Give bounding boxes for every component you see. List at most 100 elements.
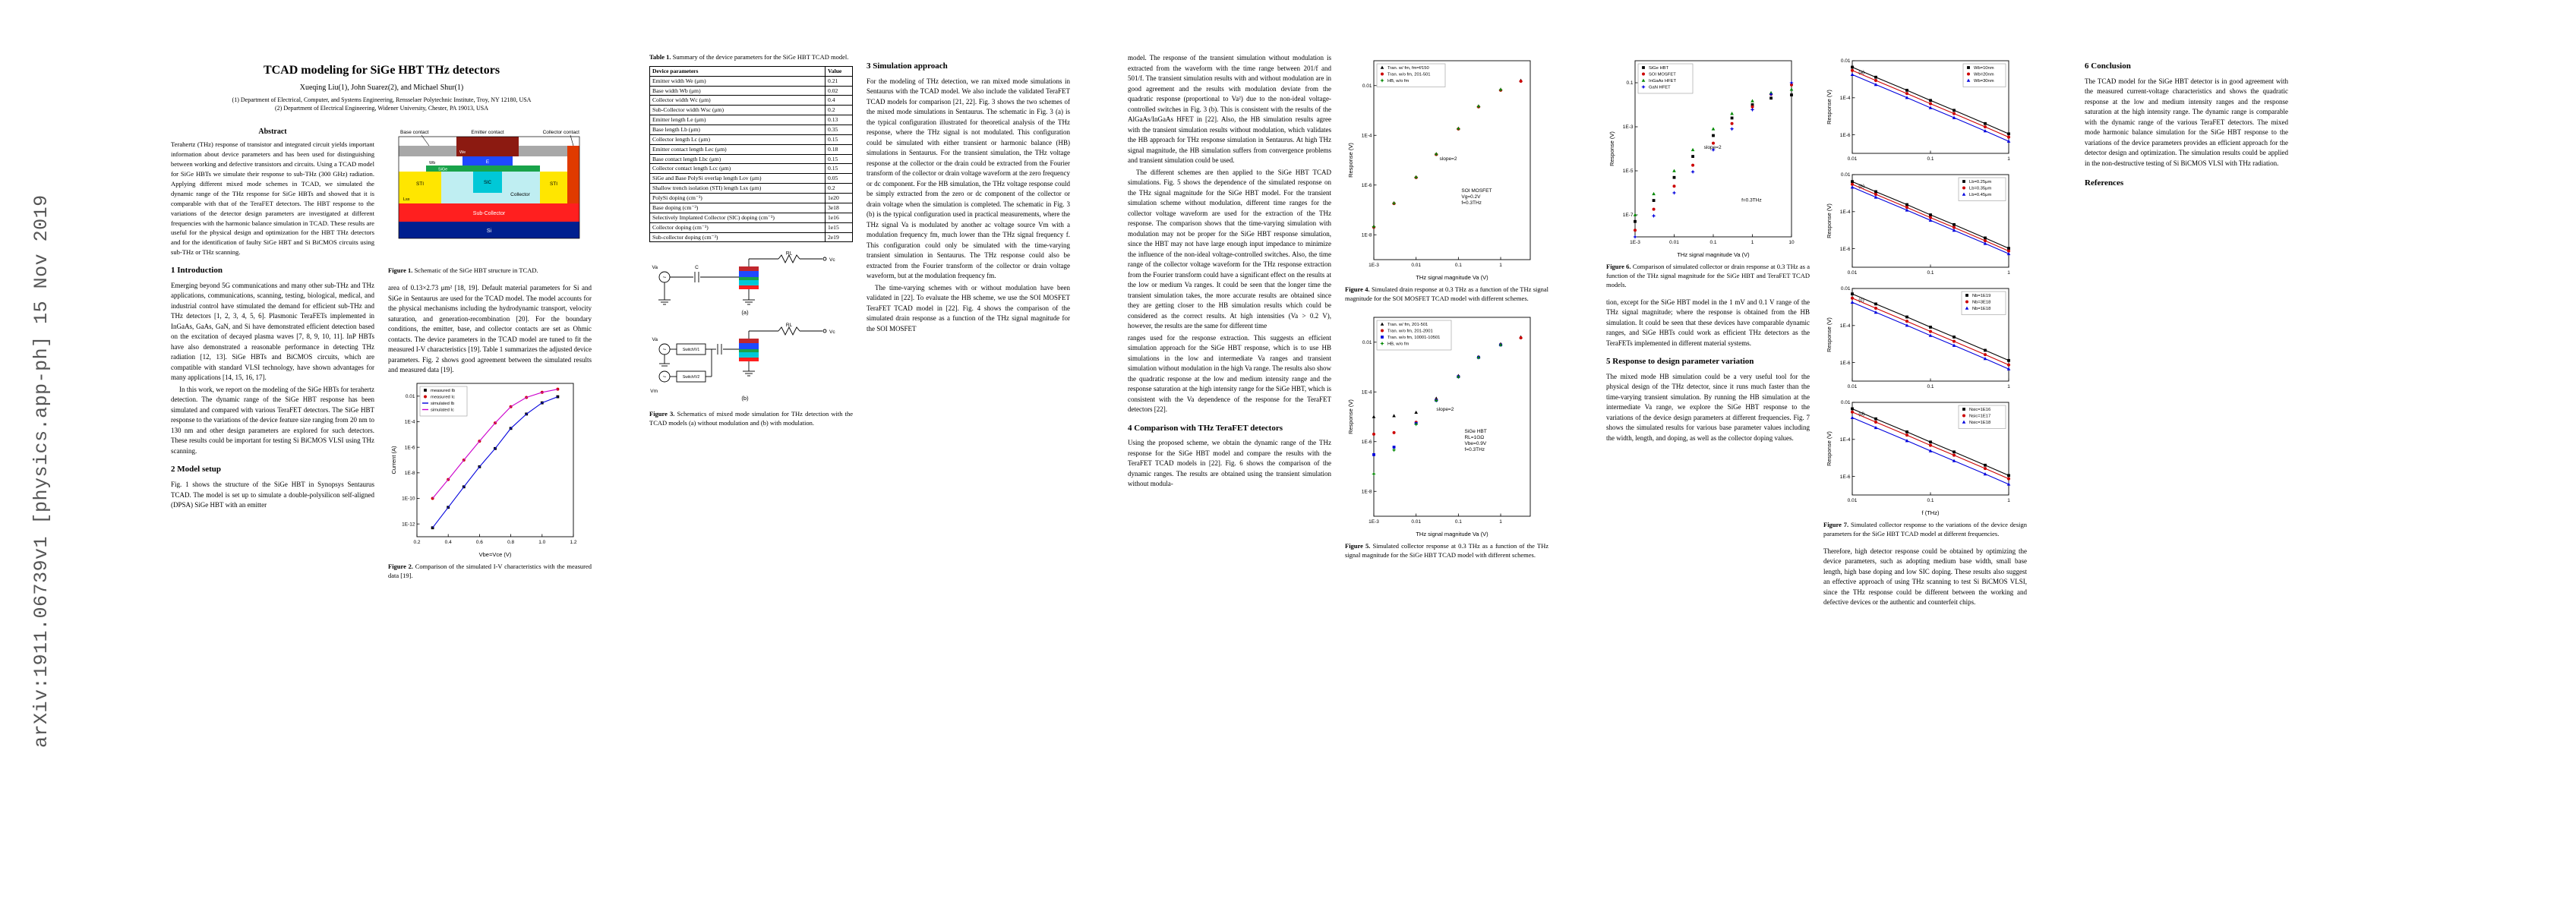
table-1-head: Device parameters Value [649,65,853,77]
paragraph: tion, except for the SiGe HBT model in t… [1606,298,1810,347]
vc-node-label: Vc [829,329,835,335]
page-2-right-column: 3 Simulation approach For the modeling o… [867,53,1070,436]
svg-text:1.2: 1.2 [570,540,576,545]
parameter-variation-plot-d: 0.01 0.1 1 1E-6 1E-4 0.01 f (THz) Response (V) N… [1823,396,2027,518]
table-1-header-parameters: Device parameters [649,65,826,77]
svg-text:HB, w/o fm: HB, w/o fm [1387,79,1410,84]
figure-1-caption-label: Figure 1. [388,266,413,275]
table-1-header-value: Value [825,65,853,77]
svg-text:Tran. w/ fm, 201-501: Tran. w/ fm, 201-501 [1387,323,1428,327]
svg-text:HB, w/o fm: HB, w/o fm [1387,342,1410,346]
figure-1: Base contact Emitter contact Collector c… [388,126,592,276]
figure-3-caption-label: Figure 3. [649,410,675,418]
svg-text:RL=1GΩ: RL=1GΩ [1464,435,1484,440]
svg-text:0.01: 0.01 [1362,84,1372,89]
svg-text:Tran. w/ fm, fm=f/150: Tran. w/ fm, fm=f/150 [1387,66,1429,71]
page-2-left-column: Table 1. Summary of the device parameter… [649,53,853,436]
section-3-heading: 3 Simulation approach [867,61,948,71]
page-1-left-column: Abstract Terahertz (THz) response of tra… [171,125,374,588]
paper-pages: TCAD modeling for SiGe HBT THz detectors… [163,0,2514,911]
svg-text:1E-12: 1E-12 [402,522,415,527]
svg-text:Vbe=Vce (V): Vbe=Vce (V) [479,551,512,558]
figure-6-caption-text: Comparison of simulated collector or dra… [1606,263,1810,288]
figure-7-caption: Figure 7. Simulated collector response t… [1823,521,2027,539]
table-cell-value: 0.35 [825,125,853,135]
svg-text:0.2: 0.2 [413,540,420,545]
paragraph: For the modeling of THz detection, we ra… [867,77,1070,280]
section-1-heading: 1 Introduction [171,266,223,276]
table-cell-parameter: Base width Wb (μm) [649,85,826,96]
table-cell-parameter: Selectively Implanted Collector (SIC) do… [649,212,826,223]
sti-right-label: STI [550,181,557,187]
figure-4-caption-text: Simulated drain response at 0.3 THz as a… [1345,285,1548,302]
svg-text:measured Ic: measured Ic [431,395,455,399]
svg-text:1: 1 [2007,498,2010,503]
svg-text:slope=2: slope=2 [1704,145,1722,150]
vc-node-label: Vc [829,257,835,263]
we-dimension-label: We [459,150,466,155]
table-row: Collector length Lc (μm) 0.15 [649,134,853,145]
svg-text:1: 1 [1499,519,1502,525]
svg-text:(d): (d) [1858,411,1864,417]
panel-a-label: (a) [741,309,749,316]
table-row: Sub-collector doping (cm⁻³) 2e19 [649,232,853,243]
table-row: Emitter width We (μm) 0.21 [649,75,853,87]
svg-text:1E-5: 1E-5 [1623,169,1634,174]
affiliation-2: (2) Department of Electrical Engineering… [275,105,488,112]
paragraph: The TCAD model for the SiGe HBT detector… [2085,77,2288,167]
table-cell-parameter: SiGe and Base PolySi overlap length Lov … [649,173,826,184]
svg-text:Wb=10nm: Wb=10nm [1974,66,1994,71]
table-cell-value: 3e18 [825,202,853,213]
va-source-label: Va [652,265,658,270]
svg-text:0.1: 0.1 [1626,80,1633,86]
table-row: PolySi doping (cm⁻³) 1e20 [649,193,853,203]
svg-text:THz signal magnitude Va (V): THz signal magnitude Va (V) [1416,531,1488,537]
svg-text:1E-4: 1E-4 [1840,323,1851,329]
switch-v2-label: Switch/V2 [683,375,699,380]
table-1-body: Emitter width We (μm) 0.21 Base width Wb… [649,75,853,243]
svg-text:(b): (b) [1858,184,1864,189]
lsx-dimension-label: Lsx [403,197,410,202]
figure-7: 0.01 0.1 1 1E-6 1E-4 0.01 Response (V) Wb=10nm W… [1823,55,2027,539]
paragraph: The mixed mode HB simulation could be a … [1606,372,1810,442]
svg-text:0.1: 0.1 [1709,240,1716,245]
table-cell-parameter: Shallow trench isolation (STI) length Ls… [649,183,826,194]
paper-title: TCAD modeling for SiGe HBT THz detectors [263,64,500,77]
figure-6-caption: Figure 6. Comparison of simulated collec… [1606,263,1810,290]
table-row: Collector contact length Lcc (μm) 0.15 [649,163,853,175]
ac-source-symbol: ~ [663,374,667,380]
svg-text:THz signal magnitude Va (V): THz signal magnitude Va (V) [1416,274,1488,281]
page-4-left-column: 1E-3 0.01 0.1 1 10 1E-7 1E-5 1E-3 0.1 THz signal … [1606,53,1810,610]
table-cell-parameter: Base doping (cm⁻³) [649,202,826,213]
svg-text:GaN HFET: GaN HFET [1649,86,1671,90]
svg-text:SOI MOSFET: SOI MOSFET [1649,73,1676,77]
svg-text:1E-6: 1E-6 [405,445,415,450]
svg-text:0.01: 0.01 [406,394,415,399]
svg-text:0.01: 0.01 [1841,400,1851,405]
svg-text:Response (V): Response (V) [1826,203,1833,238]
table-row: Emitter length Le (μm) 0.13 [649,115,853,126]
svg-text:0.01: 0.01 [1848,156,1858,162]
svg-text:0.01: 0.01 [1848,498,1858,503]
table-cell-value: 0.02 [825,85,853,96]
va-source-label: Va [652,337,658,342]
sige-hbt-response-plot: 1E-3 0.01 0.1 1 1E-8 1E-6 1E-4 0.01 THz signal m… [1345,311,1548,539]
emitter-contact-label: Emitter contact [471,130,504,135]
paragraph: Using the proposed scheme, we obtain the… [1128,439,1331,488]
svg-text:Lb=0.45μm: Lb=0.45μm [1969,193,1991,197]
table-row: Collector width Wc (μm) 0.4 [649,95,853,106]
table-cell-parameter: Emitter length Le (μm) [649,115,826,126]
svg-text:0.8: 0.8 [507,540,514,545]
table-cell-parameter: Collector length Lc (μm) [649,134,826,145]
page-3: model. The response of the transient sim… [1120,0,1557,911]
paragraph: Emerging beyond 5G communications and ma… [171,281,374,382]
table-1: Device parameters Value Emitter width We… [649,65,853,243]
svg-text:1E-4: 1E-4 [1840,96,1851,101]
svg-text:0.01: 0.01 [1841,58,1851,64]
svg-text:Response (V): Response (V) [1826,90,1833,125]
svg-text:1E-8: 1E-8 [1362,489,1372,494]
table-row: Base length Lb (μm) 0.35 [649,125,853,135]
parameter-variation-plot-b: 0.01 0.1 1 1E-6 1E-4 0.01 Response (V) Lb=0.25μ… [1823,169,2027,282]
abstract-heading: Abstract [258,128,287,137]
table-cell-parameter: Collector width Wc (μm) [649,95,826,106]
